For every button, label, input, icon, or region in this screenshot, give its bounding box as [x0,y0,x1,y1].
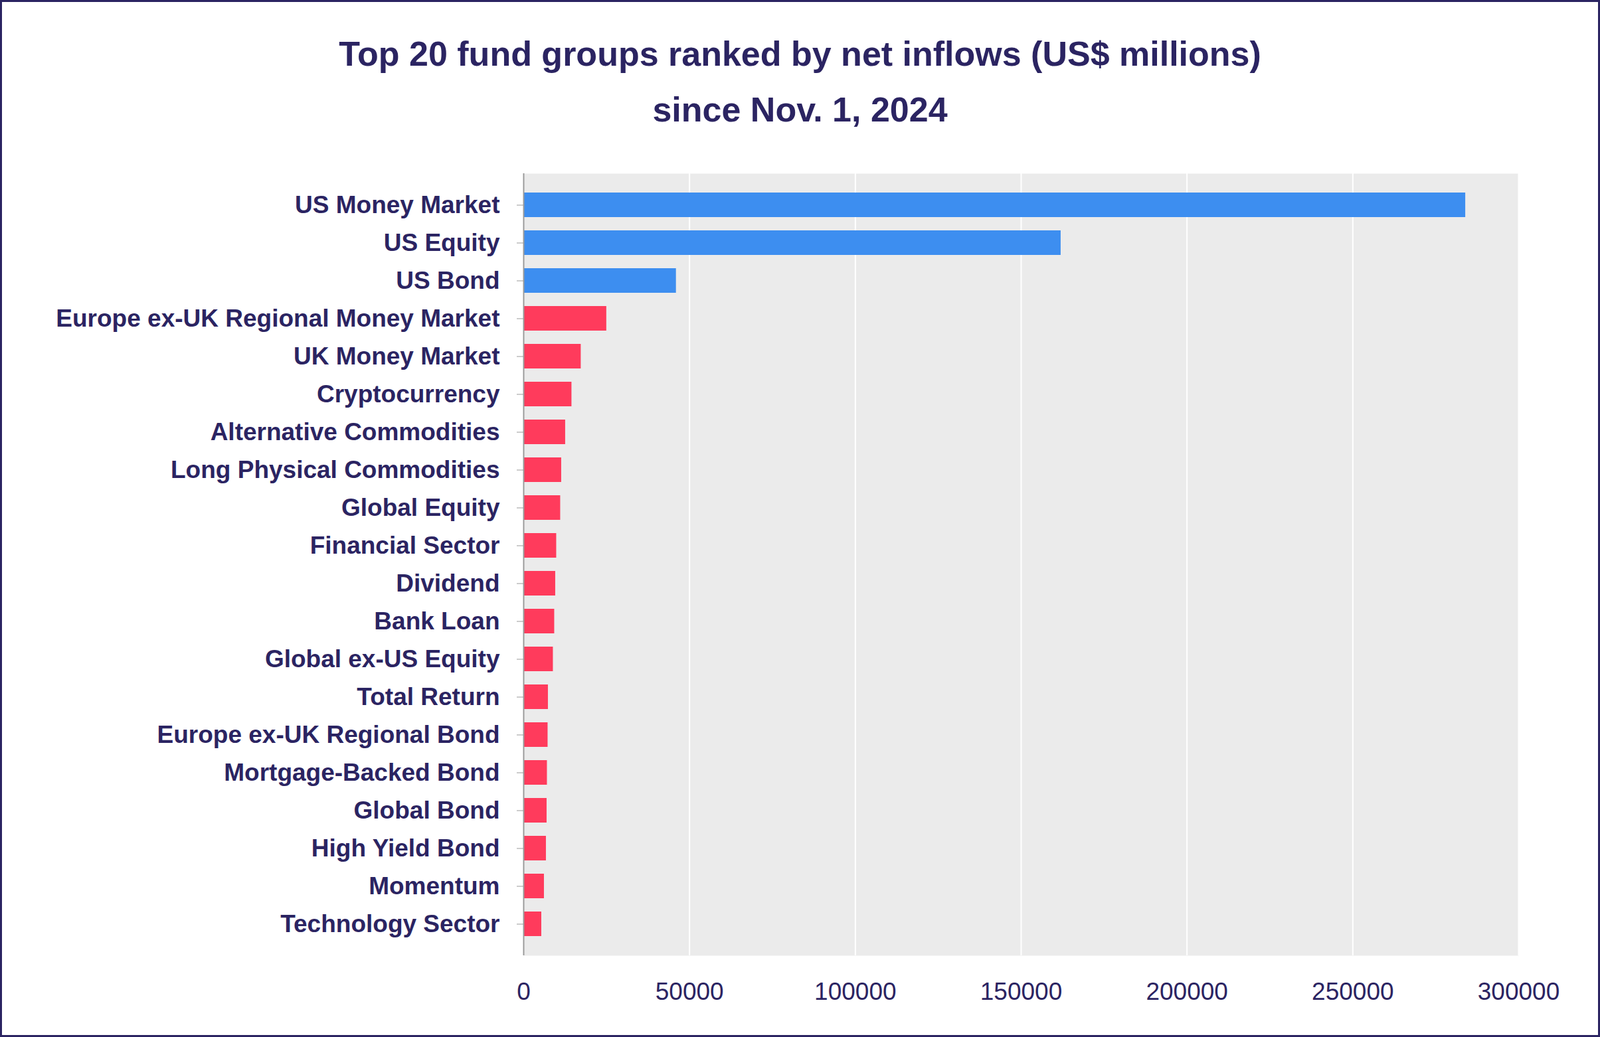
svg-text:Europe ex-UK Regional Bond: Europe ex-UK Regional Bond [157,721,501,749]
svg-text:Long Physical Commodities: Long Physical Commodities [170,456,500,484]
svg-text:Momentum: Momentum [368,872,500,900]
svg-text:200000: 200000 [1145,978,1228,1006]
svg-text:0: 0 [516,978,531,1006]
svg-text:300000: 300000 [1477,978,1560,1006]
svg-text:Total Return: Total Return [356,683,500,711]
svg-text:Dividend: Dividend [395,569,500,598]
svg-text:US Bond: US Bond [395,266,500,295]
svg-text:US Money Market: US Money Market [294,191,500,219]
svg-text:High Yield Bond: High Yield Bond [311,834,501,863]
svg-text:Global ex-US Equity: Global ex-US Equity [265,645,501,673]
svg-text:250000: 250000 [1311,978,1394,1006]
svg-text:UK Money Market: UK Money Market [293,342,500,370]
svg-text:Alternative Commodities: Alternative Commodities [210,418,501,446]
svg-text:Global Bond: Global Bond [354,797,501,825]
svg-text:100000: 100000 [814,978,896,1006]
svg-text:Mortgage-Backed Bond: Mortgage-Backed Bond [223,759,500,787]
svg-text:150000: 150000 [980,978,1063,1006]
html-text:since Nov. 1, 2024: since Nov. 1, 2024 [652,90,948,129]
svg-text:Europe ex-UK Regional Money Ma: Europe ex-UK Regional Money Market [55,304,500,333]
html-text:Top 20 fund groups ranked by n: Top 20 fund groups ranked by net inflows… [338,34,1262,74]
svg-text:Bank Loan: Bank Loan [373,607,500,635]
svg-text:Global Equity: Global Equity [341,494,501,522]
svg-text:US Equity: US Equity [383,229,501,257]
svg-text:Cryptocurrency: Cryptocurrency [316,380,501,408]
svg-text:Technology Sector: Technology Sector [280,910,500,938]
svg-text:Financial Sector: Financial Sector [310,532,501,560]
svg-text:50000: 50000 [655,978,724,1006]
